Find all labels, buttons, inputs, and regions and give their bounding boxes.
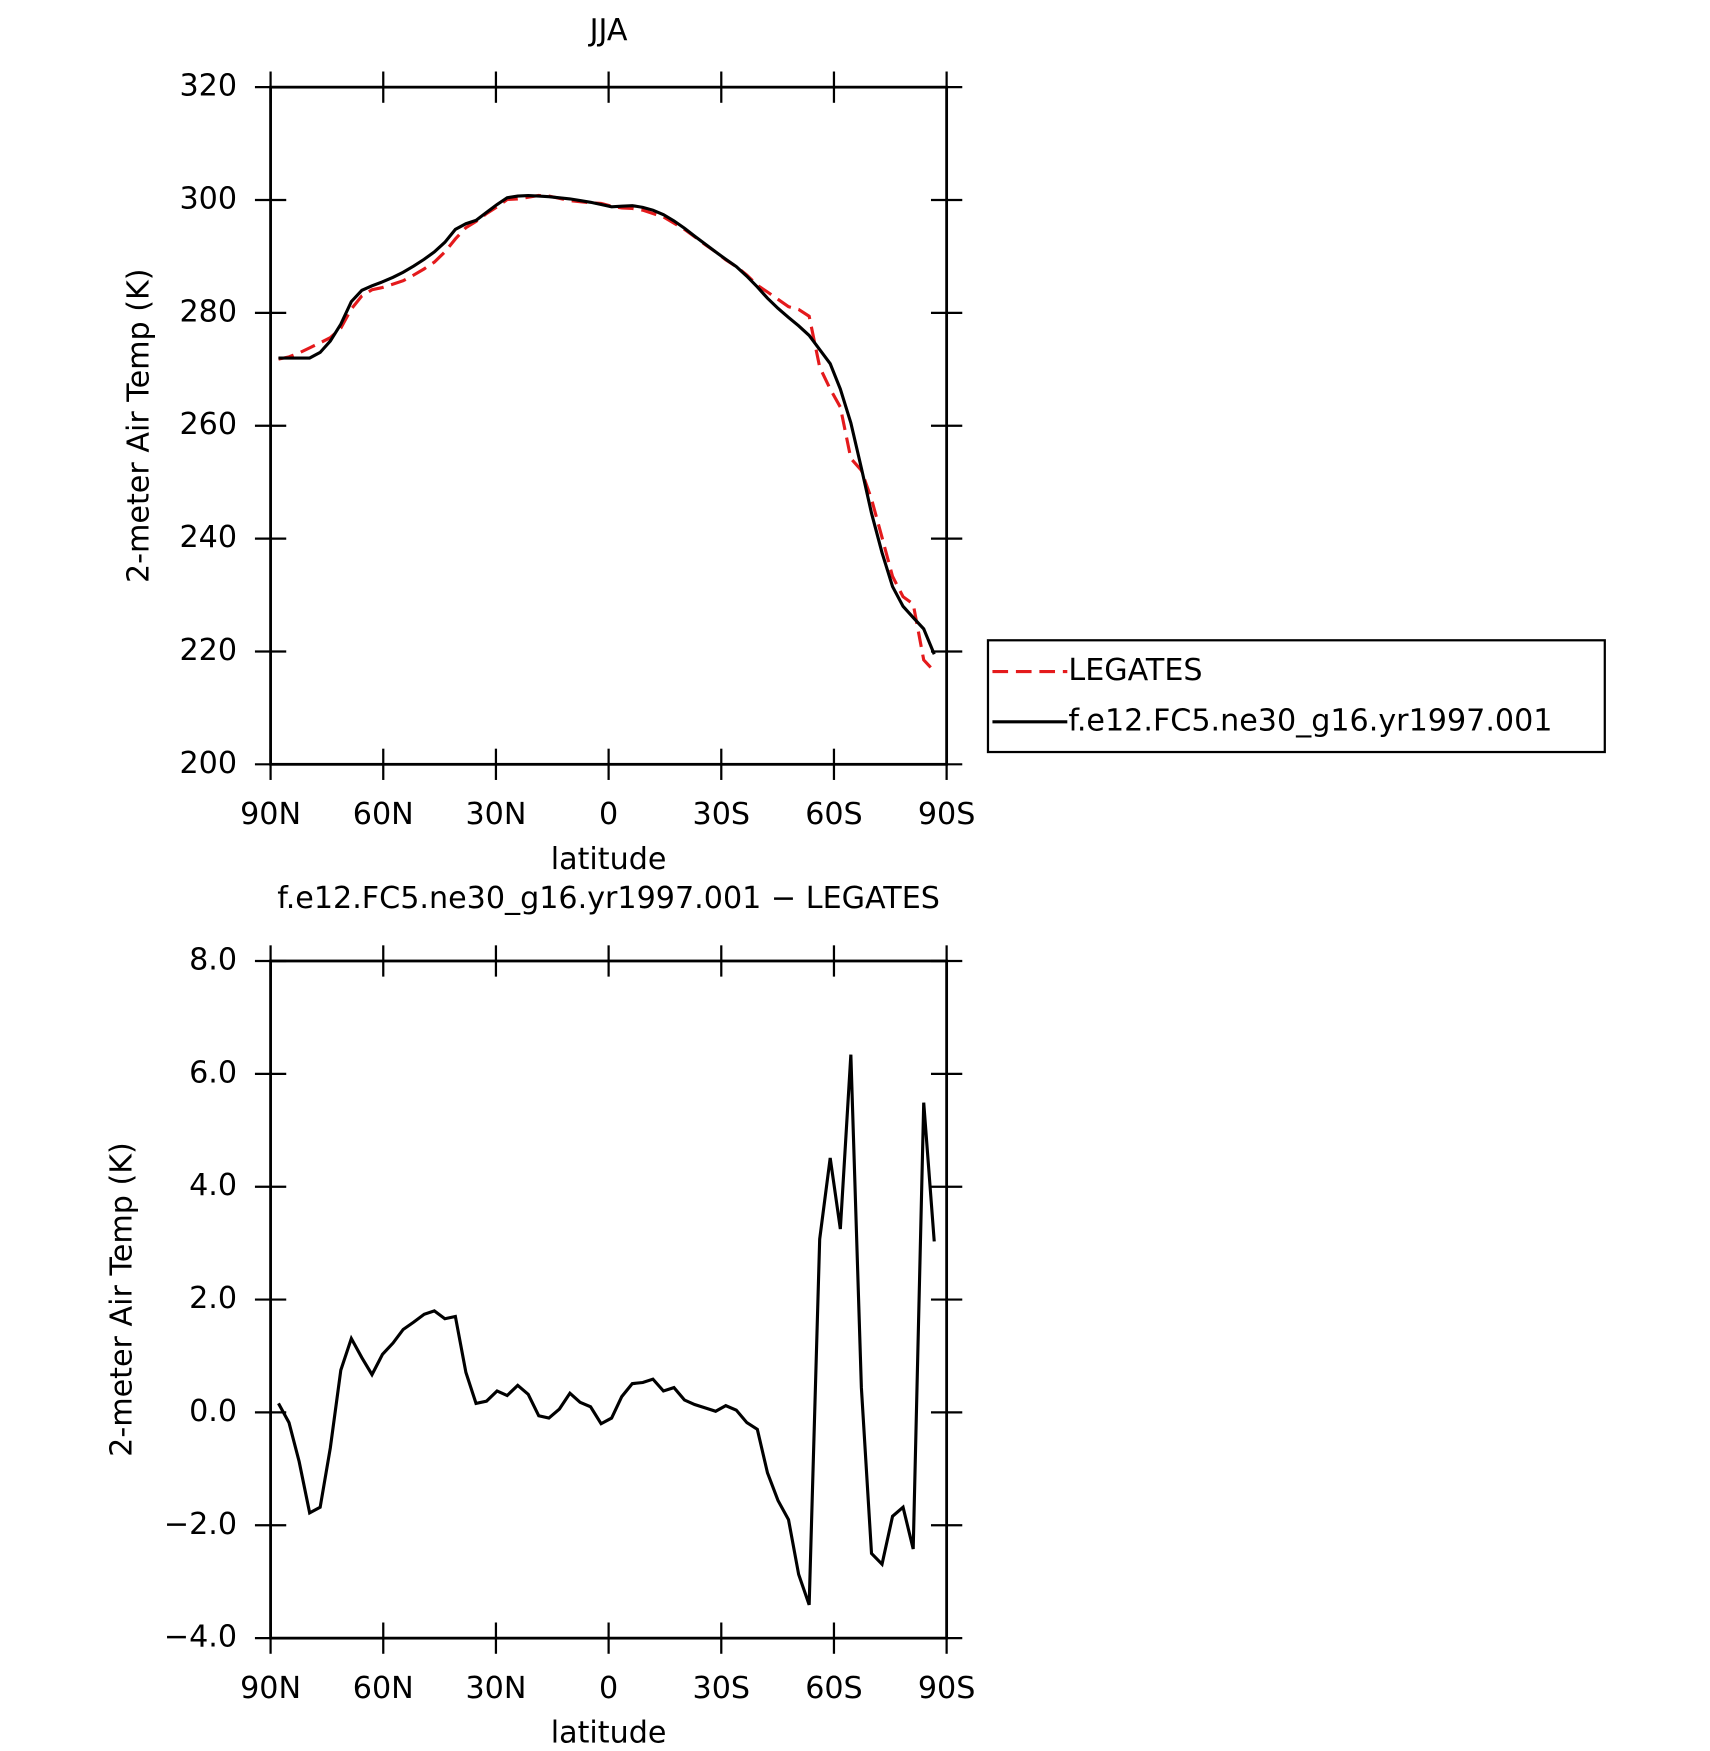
plot-frame [269, 959, 949, 1640]
x-tick-label: 30S [693, 1671, 751, 1706]
y-tick-label: −2.0 [164, 1507, 237, 1542]
y-tick-label: 2.0 [189, 1281, 237, 1316]
y-tick-label: 200 [180, 746, 238, 781]
x-tick-label: 0 [599, 1671, 618, 1706]
y-tick-label: 220 [180, 633, 238, 668]
plot-frame [269, 85, 949, 766]
x-tick-label: 30N [465, 1671, 526, 1706]
x-tick-label: 60N [353, 1671, 414, 1706]
chart-title: JJA [588, 13, 628, 48]
x-tick-label: 30S [693, 797, 751, 832]
y-tick-label: 4.0 [189, 1168, 237, 1203]
x-tick-label: 60N [353, 797, 414, 832]
x-tick-label: 90S [918, 1671, 976, 1706]
y-tick-label: 6.0 [189, 1055, 237, 1090]
y-tick-label: 0.0 [189, 1394, 237, 1429]
legend-label: LEGATES [1068, 653, 1202, 688]
data-line [277, 1054, 936, 1606]
y-tick-label: 320 [180, 69, 238, 104]
x-tick-label: 30N [465, 797, 526, 832]
x-tick-label: 90N [240, 1671, 301, 1706]
y-tick-label: 300 [180, 182, 238, 217]
x-axis-label: latitude [551, 842, 667, 877]
x-axis-label: latitude [551, 1716, 667, 1751]
y-axis-label: 2-meter Air Temp (K) [121, 268, 156, 583]
data-line [278, 193, 936, 655]
x-tick-label: 60S [805, 1671, 863, 1706]
y-tick-label: −4.0 [164, 1620, 237, 1655]
x-tick-label: 90S [918, 797, 976, 832]
legend-label: f.e12.FC5.ne30_g16.yr1997.001 [1068, 703, 1552, 738]
legend-box [986, 639, 1606, 754]
y-tick-label: 280 [180, 294, 238, 329]
chart-title: f.e12.FC5.ne30_g16.yr1997.001 − LEGATES [277, 881, 940, 916]
y-axis-label: 2-meter Air Temp (K) [105, 1142, 140, 1457]
x-tick-label: 90N [240, 797, 301, 832]
x-tick-label: 60S [805, 797, 863, 832]
x-tick-label: 0 [599, 797, 618, 832]
y-tick-label: 240 [180, 520, 238, 555]
y-tick-label: 260 [180, 407, 238, 442]
data-line [278, 193, 936, 673]
y-tick-label: 8.0 [189, 942, 237, 977]
